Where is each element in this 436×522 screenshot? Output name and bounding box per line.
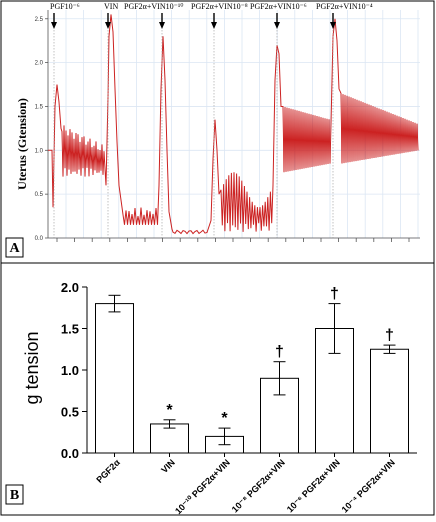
y-tick-label: 1.5 [61, 322, 79, 337]
y-tick-label: 0.0 [61, 446, 79, 461]
uterus-trace [48, 14, 419, 235]
annotation-arrow-head [51, 22, 57, 29]
panel-b-label: B [10, 488, 19, 503]
y-tick-label: 1.5 [35, 104, 44, 110]
y-tick-label: 0.5 [35, 192, 44, 198]
annotation-arrow-head [211, 22, 217, 29]
y-tick-label: 1.0 [35, 148, 44, 154]
annotation-arrow-head [105, 22, 111, 29]
panel-b-ylabel: g tension [22, 331, 42, 404]
panel-a-ylabel: Uterus (Gtension) [15, 98, 29, 190]
y-tick-label: 2.5 [35, 17, 44, 23]
panel-b-frame [0, 262, 435, 516]
bar [150, 423, 189, 454]
annotation-label: PGF2α+VIN10⁻⁶ [250, 2, 307, 11]
annotation-arrow-head [274, 22, 280, 29]
significance-marker: † [330, 286, 339, 303]
annotation-label: PGF2α+VIN10⁻⁴ [316, 2, 373, 11]
significance-marker: * [166, 402, 173, 419]
y-tick-label: 0.5 [61, 405, 79, 420]
bar [95, 303, 134, 454]
annotation-label: PGF10⁻⁶ [50, 2, 80, 11]
annotation-label: PGF2α+VIN10⁻¹⁰ [124, 2, 183, 11]
y-tick-label: 0.0 [35, 236, 44, 242]
panel-b-label-box [5, 484, 24, 505]
significance-marker: † [275, 344, 284, 361]
y-tick-label: 2.0 [61, 280, 79, 295]
annotation-arrow-head [330, 22, 336, 29]
panel-a-label: A [9, 241, 20, 256]
annotation-label: PGF2α+VIN10⁻⁸ [191, 2, 248, 11]
significance-marker: † [385, 327, 394, 344]
annotation-label: VIN [104, 2, 118, 11]
annotation-arrow-head [159, 22, 165, 29]
panel-a-label-box [5, 237, 24, 258]
significance-marker: * [221, 410, 228, 427]
y-tick-label: 1.0 [61, 363, 79, 378]
y-tick-label: 2.0 [35, 61, 44, 67]
bar [370, 348, 409, 454]
panel-a-annotations: PGF10⁻⁶ VIN PGF2α+VIN10⁻¹⁰ PGF2α+VIN10⁻⁸ PGF… [50, 2, 373, 238]
panel-a-axis: 0.0 0.5 1.0 1.5 2.0 2.5 [35, 10, 420, 242]
